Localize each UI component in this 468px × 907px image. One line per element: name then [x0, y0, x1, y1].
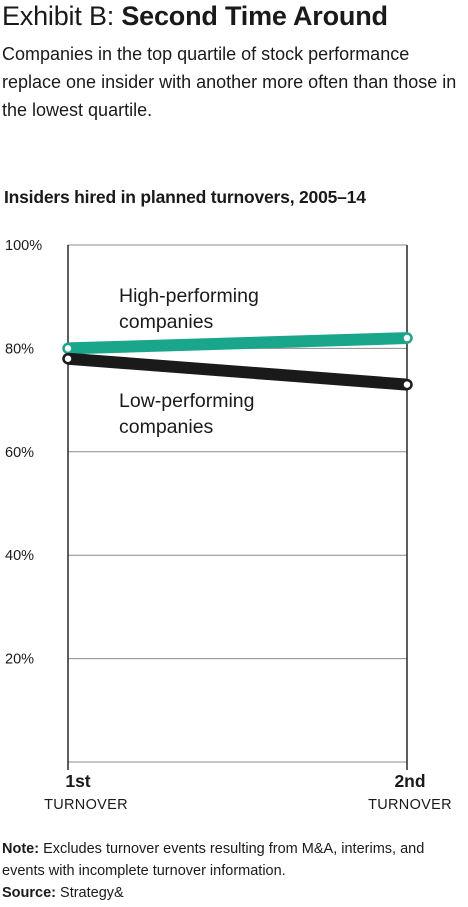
series-label: companies — [119, 311, 214, 333]
source-text: Strategy& — [56, 885, 124, 901]
source-line: Source: Strategy& — [2, 882, 466, 904]
y-tick-label: 80% — [5, 341, 34, 357]
low-performing-series-point — [401, 378, 413, 391]
series-label: High-performing — [119, 285, 259, 307]
subtitle: Companies in the top quartile of stock p… — [2, 44, 457, 120]
page-title: Second Time Around — [121, 1, 388, 31]
series-layer — [62, 332, 413, 391]
x-category-label: 1st — [65, 771, 90, 791]
x-category-sublabel: TURNOVER — [44, 797, 128, 813]
x-category-label: 2nd — [394, 771, 425, 791]
chart-title: Insiders hired in planned turnovers, 200… — [4, 187, 366, 207]
y-tick-label: 100% — [5, 238, 42, 254]
y-tick-label: 40% — [5, 548, 34, 564]
low-performing-series-line — [67, 352, 408, 391]
low-performing-series-point — [62, 352, 74, 365]
y-tick-label: 20% — [5, 652, 34, 668]
exhibit-title: Exhibit B: Second Time Around — [2, 0, 388, 32]
source-label: Source: — [2, 885, 56, 901]
notes: Note: Excludes turnover events resulting… — [2, 838, 466, 904]
high-performing-series-point — [62, 342, 74, 355]
high-performing-series-line — [67, 332, 408, 355]
note-text: Excludes turnover events resulting from … — [2, 841, 425, 879]
label-layer: 100% 80% 60% 40% 20% 1st TURNOVER 2nd TURNOVER Hi… — [5, 238, 452, 813]
note-line: Note: Excludes turnover events resulting… — [2, 838, 466, 882]
note-label: Note: — [2, 841, 40, 857]
high-performing-series-point — [401, 332, 413, 344]
series-label: Low-performing — [119, 390, 254, 412]
exhibit-prefix: Exhibit B: — [2, 1, 122, 31]
line-chart: 100% 80% 60% 40% 20% 1st TURNOVER 2nd TURNOVER Hi… — [5, 238, 452, 813]
x-category-sublabel: TURNOVER — [368, 797, 452, 813]
series-label: companies — [119, 416, 214, 438]
y-tick-label: 60% — [5, 445, 34, 461]
